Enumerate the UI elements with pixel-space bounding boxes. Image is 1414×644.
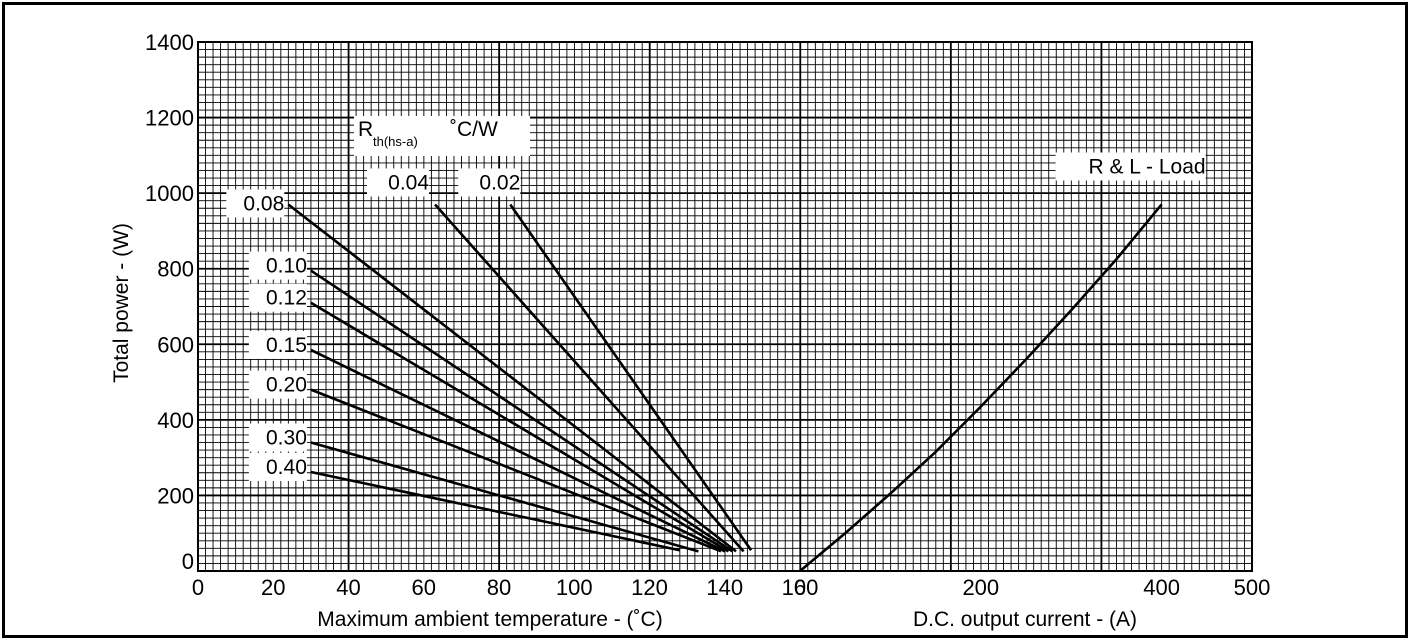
series-label-rth-0.02-text: 0.02: [479, 171, 520, 194]
plot-border: [197, 41, 1253, 572]
series-label-rth-0.12-text: 0.12: [266, 287, 307, 310]
series-label-rl-load-bg: [1055, 152, 1206, 181]
series-label-rth-0.15-bg: [248, 330, 307, 359]
rth-legend-title: R th(hs-a) ˚C/W: [354, 116, 530, 156]
x-tick-label-left: 40: [336, 575, 360, 600]
series-line-rth-0.04: [434, 203, 745, 553]
series-labels: 0.02 0.04 0.08 0.10 0.12 0.15 0.20 0.30 0.40 R & …: [226, 152, 1206, 482]
series-line-rth-0.08: [287, 203, 737, 553]
y-tick-label: 800: [157, 257, 194, 282]
series-label-rth-0.08-text: 0.08: [243, 192, 284, 215]
series-label-rth-0.30-bg: [248, 423, 307, 452]
series-label-rth-0.15-text: 0.15: [266, 334, 307, 357]
x-tick-label-left: 20: [261, 575, 285, 600]
series-line-rth-0.20: [310, 388, 722, 553]
rth-title-main: R: [358, 118, 373, 141]
x-tick-label-left: 140: [706, 575, 743, 600]
series-line-rth-0.02: [509, 203, 753, 551]
series-label-rth-0.12-bg: [248, 283, 307, 312]
x-tick-label-left: 120: [631, 575, 668, 600]
rth-title-bg: [354, 116, 530, 156]
y-tick-label: 600: [157, 332, 194, 357]
series-label-rth-0.02-bg: [458, 168, 521, 197]
x-tick-label-right: 200: [962, 575, 999, 600]
y-tick-label: 200: [157, 483, 194, 508]
y-tick-label: 1400: [145, 30, 194, 55]
series-label-rth-0.15: 0.15: [248, 330, 307, 359]
x-tick-label-left: 0: [192, 575, 204, 600]
x-tick-label-right: 500: [1234, 575, 1271, 600]
x-axis-title-right: D.C. output current - (A): [913, 608, 1137, 631]
series-label-rth-0.20-text: 0.20: [266, 374, 307, 397]
series-label-rth-0.40-bg: [248, 453, 307, 482]
x-tick-label-right: 0: [794, 575, 806, 600]
x-tick-label-left: 160: [782, 575, 819, 600]
series-label-rth-0.20-bg: [248, 370, 307, 399]
x-tick-label-right: 400: [1143, 575, 1180, 600]
series-label-rth-0.12: 0.12: [248, 283, 307, 312]
series-label-rth-0.10-text: 0.10: [266, 255, 307, 278]
series-line-rth-0.10: [310, 269, 733, 553]
series-label-rth-0.04: 0.04: [367, 168, 430, 197]
series-lines: [287, 203, 1163, 572]
series-label-rth-0.20: 0.20: [248, 370, 307, 399]
series-label-rth-0.04-bg: [367, 168, 430, 197]
y-tick-label: 1200: [145, 106, 194, 131]
series-label-rl-load-text: R & L - Load: [1088, 155, 1205, 178]
rth-title-sub: th(hs-a): [373, 134, 418, 149]
rth-title-unit: ˚C/W: [450, 118, 498, 141]
series-label-rth-0.40: 0.40: [248, 453, 307, 482]
series-line-rth-0.15: [310, 348, 726, 553]
series-label-rth-0.40-text: 0.40: [266, 456, 307, 479]
series-label-rth-0.10: 0.10: [248, 251, 307, 280]
y-tick-label: 400: [157, 408, 194, 433]
series-label-rth-0.08: 0.08: [226, 189, 285, 218]
y-axis-title: Total power - (W): [110, 223, 133, 383]
x-axis-title-left: Maximum ambient temperature - (˚C): [317, 608, 662, 631]
series-label-rth-0.30: 0.30: [248, 423, 307, 452]
series-line-rl-load: [799, 203, 1163, 572]
x-tick-label-left: 80: [487, 575, 511, 600]
series-label-rth-0.02: 0.02: [458, 168, 521, 197]
x-tick-label-left: 100: [556, 575, 593, 600]
series-label-rl-load: R & L - Load: [1055, 152, 1206, 181]
series-line-rth-0.30: [310, 441, 699, 553]
series-label-rth-0.04-text: 0.04: [388, 171, 429, 194]
y-tick-label: 1000: [145, 181, 194, 206]
series-line-rth-0.40: [310, 470, 680, 552]
series-label-rth-0.10-bg: [248, 251, 307, 280]
y-tick-label: 0: [182, 549, 194, 574]
series-label-rth-0.30-text: 0.30: [266, 427, 307, 450]
x-tick-label-left: 60: [412, 575, 436, 600]
series-line-rth-0.12: [310, 301, 730, 553]
series-label-rth-0.08-bg: [226, 189, 285, 218]
